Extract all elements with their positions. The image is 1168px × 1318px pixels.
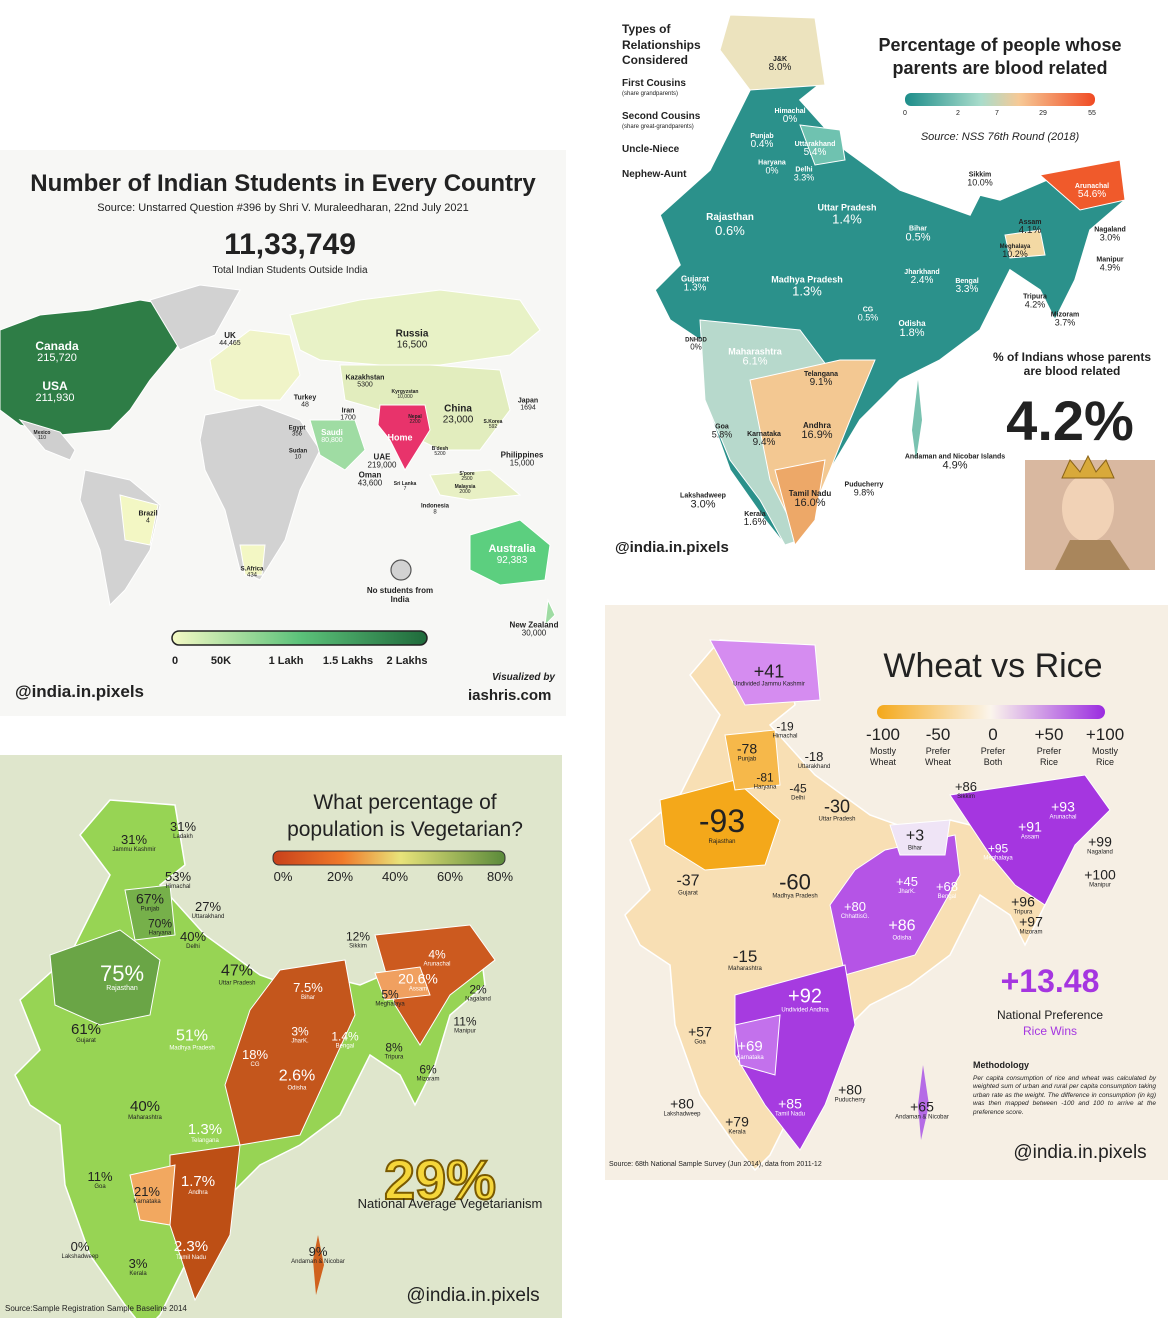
scale-tick-label: 40% xyxy=(381,869,409,884)
type-name: Second Cousins xyxy=(622,111,701,122)
scale-tick-caption: Prefer Wheat xyxy=(924,746,951,767)
india-map xyxy=(14,799,506,1318)
scale-tick-label: 80% xyxy=(486,869,514,884)
scale-tick-label: 29 xyxy=(1039,110,1047,117)
type-name: First Cousins xyxy=(622,78,686,89)
scale-tick-label: +100 xyxy=(1085,725,1125,744)
handle: @india.in.pixels xyxy=(615,539,729,556)
source: Source:Sample Registration Sample Baseli… xyxy=(5,1304,187,1313)
national-value: +13.48 xyxy=(1000,963,1100,999)
total: 11,33,749 xyxy=(224,228,356,261)
handle: @india.in.pixels xyxy=(1013,1142,1147,1163)
scale-tick-caption: Mostly Rice xyxy=(1091,746,1118,767)
national-label: National Preference xyxy=(996,1008,1104,1022)
handle: @india.in.pixels xyxy=(406,1285,540,1306)
total-label: Total Indian Students Outside India xyxy=(212,265,368,276)
wheat-rice-panel: Wheat vs Rice +13.48 National Preference… xyxy=(605,605,1168,1180)
type-name: Nephew-Aunt xyxy=(622,169,687,180)
handle: @india.in.pixels xyxy=(15,682,144,701)
india-map xyxy=(624,639,1111,1172)
students-panel: Number of Indian Students in Every Count… xyxy=(0,150,566,716)
consanguinity-panel: Percentage of people whose parents are b… xyxy=(600,0,1168,570)
scale-tick-caption: Prefer Both xyxy=(980,746,1006,767)
scale-tick-label: -50 xyxy=(925,725,951,744)
scale-tick-label: 0 xyxy=(988,725,998,744)
national-label: National Average Vegetarianism xyxy=(357,1196,543,1211)
scale-tick-label: 60% xyxy=(436,869,464,884)
types-title: Types of Relationships Considered xyxy=(622,22,701,68)
title: What percentage of population is Vegetar… xyxy=(287,791,523,842)
type-note: (share great-grandparents) xyxy=(622,124,694,130)
source: Source: Unstarred Question #396 by Shri … xyxy=(97,202,469,214)
scale-tick-label: 1 Lakh xyxy=(268,655,304,667)
scale-tick-label: 50K xyxy=(210,655,232,667)
type-name: Uncle-Niece xyxy=(622,144,680,155)
verdict: Rice Wins xyxy=(1022,1024,1078,1038)
source: Source: 68th National Sample Survey (Jun… xyxy=(609,1161,822,1168)
no-data-label: No students from India xyxy=(366,586,434,604)
scale-tick-label: 2 xyxy=(956,110,960,117)
scale-tick-label: 0 xyxy=(171,655,179,667)
world-map xyxy=(0,284,556,646)
vegetarian-panel: What percentage of population is Vegetar… xyxy=(0,755,562,1318)
scale-tick-label: 1.5 Lakhs xyxy=(322,655,374,667)
credit: Visualized by xyxy=(492,672,555,683)
scale-tick-label: 2 Lakhs xyxy=(386,655,428,667)
scale-tick-label: 0 xyxy=(903,110,907,117)
india-map xyxy=(654,14,1155,570)
site: iashris.com xyxy=(468,687,552,704)
scale-tick-caption: Mostly Wheat xyxy=(869,746,896,767)
scale-tick-label: 7 xyxy=(995,110,999,117)
title: Number of Indian Students in Every Count… xyxy=(30,170,536,197)
national-label: % of Indians whose parents are blood rel… xyxy=(992,350,1152,379)
methodology-title: Methodology xyxy=(973,1060,1029,1070)
title: Wheat vs Rice xyxy=(883,647,1103,685)
methodology: Per capita consumption of rice and wheat… xyxy=(973,1075,1156,1116)
scale-tick-label: 55 xyxy=(1088,110,1096,117)
scale-tick-caption: Prefer Rice xyxy=(1036,746,1062,767)
title: Percentage of people whose parents are b… xyxy=(878,35,1122,78)
source: Source: NSS 76th Round (2018) xyxy=(920,131,1080,143)
type-note: (share grandparents) xyxy=(622,91,679,97)
national-value: 29% xyxy=(383,1147,497,1212)
scale-tick-label: 0% xyxy=(273,869,293,884)
national-value: 4.2% xyxy=(1006,389,1134,452)
scale-tick-label: 20% xyxy=(326,869,354,884)
scale-tick-label: -100 xyxy=(865,725,901,744)
scale-tick-label: +50 xyxy=(1034,725,1064,744)
